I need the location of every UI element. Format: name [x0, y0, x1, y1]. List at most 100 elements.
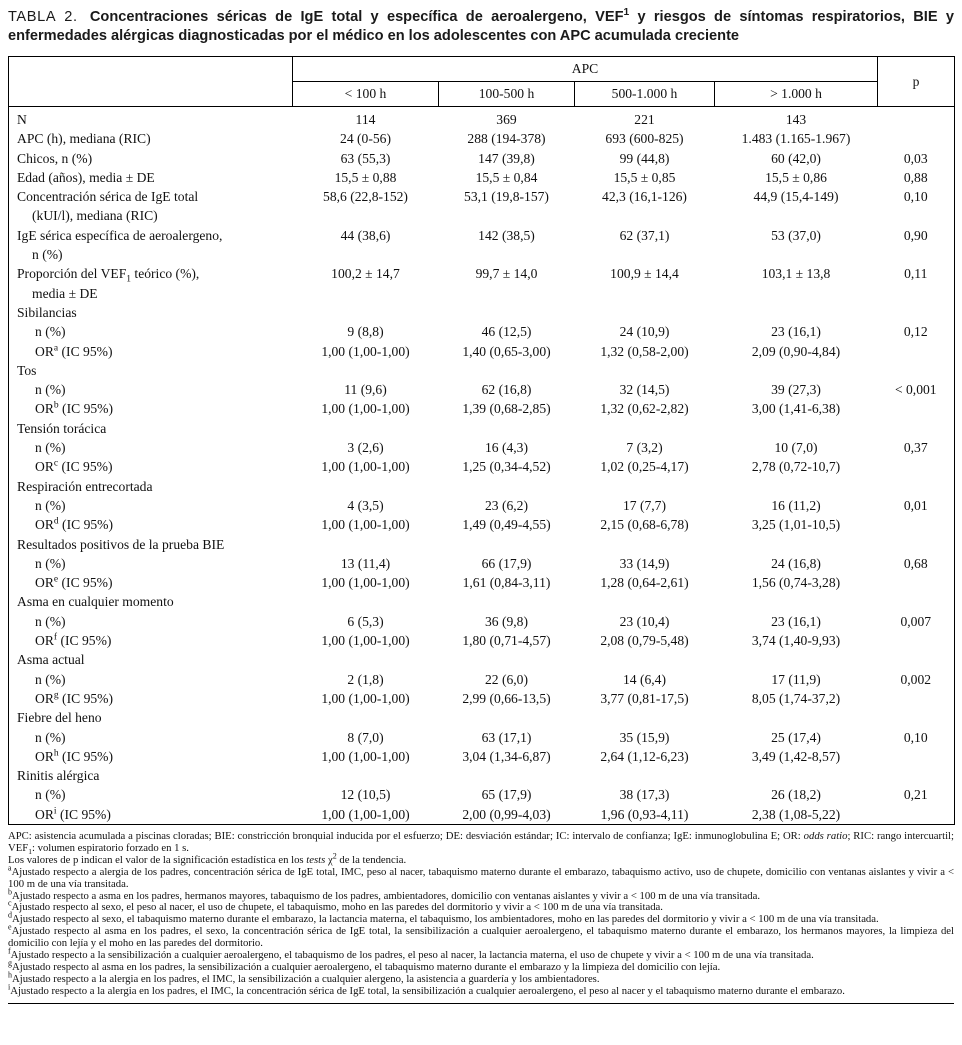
p-value: [878, 477, 955, 496]
section-row: Tensión torácica: [9, 419, 955, 438]
cell-value: [439, 361, 575, 380]
cell-value: 14 (6,4): [622, 671, 667, 687]
table-row: n (%) 4 (3,5) 23 (6,2) 17 (7,7) 16 (11,2) 0,0…: [9, 496, 955, 515]
cell-value: 63 (55,3): [340, 150, 391, 166]
column-header: < 100 h: [292, 81, 439, 107]
p-value: [878, 805, 955, 825]
cell-value: [715, 535, 878, 554]
row-label: n (%): [35, 671, 66, 687]
row-label: n (%): [35, 787, 66, 803]
cell-value: 2,38 (1,08-5,22): [751, 806, 841, 822]
cell-value: 1,28 (0,64-2,61): [600, 575, 689, 591]
row-label: ORh (IC 95%): [35, 748, 114, 764]
cell-value: 142 (38,5): [478, 227, 535, 243]
cell-value: [439, 303, 575, 322]
footnote: hAjustado respecto a la alergia en los p…: [8, 970, 600, 985]
p-value: 0,01: [903, 497, 928, 513]
table-row: IgE sérica específica de aeroalergeno, n …: [9, 226, 955, 265]
column-header: 500-1.000 h: [574, 81, 715, 107]
cell-value: [715, 708, 878, 727]
cell-value: 2,64 (1,12-6,23): [600, 748, 689, 764]
cell-value: 1,80 (0,71-4,57): [462, 633, 551, 649]
p-value: < 0,001: [894, 382, 937, 398]
cell-value: 10 (7,0): [774, 440, 818, 456]
table-row: n (%) 12 (10,5) 65 (17,9) 38 (17,3) 26 (18,2…: [9, 785, 955, 804]
table-row: APC (h), mediana (RIC) 24 (0-56) 288 (194-…: [9, 129, 955, 148]
p-value: [878, 535, 955, 554]
p-value: 0,88: [903, 169, 928, 185]
p-value: [878, 361, 955, 380]
cell-value: 22 (6,0): [484, 671, 529, 687]
footnote: iAjustado respecto a la alergia en los p…: [8, 982, 845, 997]
p-value: 0,002: [900, 671, 932, 687]
cell-value: [575, 419, 715, 438]
footnote: fAjustado respecto a la sensibilización …: [8, 946, 814, 962]
p-value: [878, 747, 955, 766]
table-row: n (%) 8 (7,0) 63 (17,1) 35 (15,9) 25 (17,4) 0…: [9, 728, 955, 747]
section-label: Resultados positivos de la prueba BIE: [17, 536, 225, 552]
table-row: ORh (IC 95%) 1,00 (1,00-1,00) 3,04 (1,34-6…: [9, 747, 955, 766]
cell-value: 13 (11,4): [340, 555, 391, 571]
table-row: n (%) 3 (2,6) 16 (4,3) 7 (3,2) 10 (7,0) 0,37: [9, 438, 955, 457]
cell-value: 221: [634, 112, 655, 127]
cell-value: [439, 592, 575, 611]
cell-value: [575, 303, 715, 322]
section-label: Respiración entrecortada: [17, 478, 153, 494]
cell-value: 1,49 (0,49-4,55): [462, 517, 551, 533]
cell-value: [575, 361, 715, 380]
row-label: ORd (IC 95%): [35, 516, 114, 533]
table-row: ORf (IC 95%) 1,00 (1,00-1,00) 1,80 (0,71-4…: [9, 631, 955, 650]
row-label: ORc (IC 95%): [35, 458, 113, 475]
cell-value: [715, 766, 878, 785]
cell-value: 15,5 ± 0,88: [334, 169, 397, 185]
p-value: 0,007: [900, 613, 932, 629]
row-label: ORf (IC 95%): [35, 632, 112, 649]
table-row: N 114 369 221 143: [9, 107, 955, 130]
table-row: ORi (IC 95%) 1,00 (1,00-1,00) 2,00 (0,99-4…: [9, 805, 955, 825]
cell-value: [715, 650, 878, 669]
p-value: 0,68: [903, 555, 928, 571]
cell-value: 23 (10,4): [619, 613, 670, 629]
section-row: Resultados positivos de la prueba BIE: [9, 535, 955, 554]
cell-value: 9 (8,8): [347, 324, 384, 340]
cell-value: 8 (7,0): [347, 729, 384, 745]
cell-value: 2,08 (0,79-5,48): [600, 633, 689, 649]
cell-value: 63 (17,1): [481, 729, 532, 745]
cell-value: [715, 477, 878, 496]
p-value: [878, 592, 955, 611]
row-label: n (%): [35, 729, 66, 745]
table-row: n (%) 2 (1,8) 22 (6,0) 14 (6,4) 17 (11,9) 0,0…: [9, 670, 955, 689]
p-value: 0,10: [903, 729, 928, 745]
cell-value: [575, 766, 715, 785]
table-row: ORd (IC 95%) 1,00 (1,00-1,00) 1,49 (0,49-4…: [9, 515, 955, 534]
p-value: [878, 457, 955, 476]
cell-value: 32 (14,5): [619, 382, 670, 398]
p-value: [878, 515, 955, 534]
p-value: [878, 766, 955, 785]
cell-value: 693 (600-825): [605, 131, 684, 147]
cell-value: 2,15 (0,68-6,78): [600, 517, 689, 533]
cell-value: 1,00 (1,00-1,00): [321, 459, 410, 475]
cell-value: 16 (11,2): [771, 497, 821, 513]
cell-value: [575, 535, 715, 554]
cell-value: [575, 477, 715, 496]
cell-value: [439, 535, 575, 554]
table-row: n (%) 13 (11,4) 66 (17,9) 33 (14,9) 24 (16,8…: [9, 554, 955, 573]
section-row: Asma en cualquier momento: [9, 592, 955, 611]
cell-value: [439, 708, 575, 727]
footnote: bAjustado respecto a asma en los padres,…: [8, 886, 761, 902]
cell-value: 1,25 (0,34-4,52): [462, 459, 551, 475]
row-label: APC (h), mediana (RIC): [17, 131, 151, 147]
cell-value: 1,00 (1,00-1,00): [321, 633, 410, 649]
cell-value: 1,00 (1,00-1,00): [321, 343, 410, 359]
cell-value: [293, 708, 439, 727]
table-title: TABLA 2. Concentraciones séricas de IgE …: [8, 8, 954, 46]
cell-value: 3 (2,6): [347, 440, 384, 456]
cell-value: 16 (4,3): [484, 440, 529, 456]
cell-value: 1,96 (0,93-4,11): [600, 806, 689, 822]
cell-value: 103,1 ± 13,8: [761, 266, 831, 282]
cell-value: 3,25 (1,01-10,5): [751, 517, 841, 533]
cell-value: 114: [355, 112, 376, 127]
section-label: Fiebre del heno: [17, 710, 102, 726]
cell-value: 11 (9,6): [344, 382, 387, 398]
